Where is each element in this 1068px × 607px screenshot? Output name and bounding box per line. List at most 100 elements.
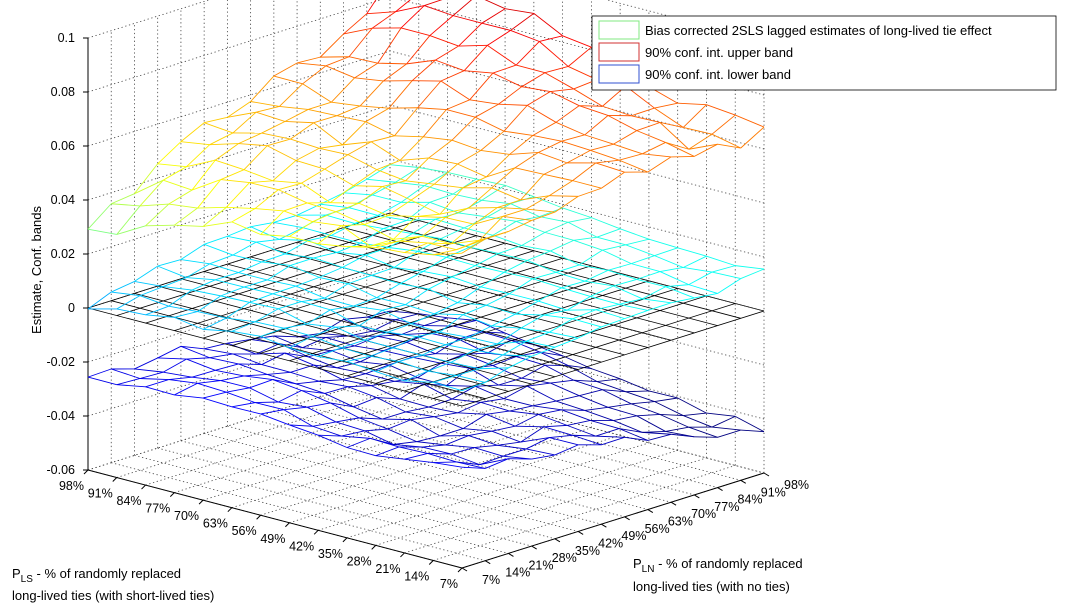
- mesh-edge: [590, 420, 620, 430]
- mesh-edge: [457, 150, 481, 165]
- mesh-edge: [510, 29, 540, 42]
- zero-plane: [87, 212, 765, 407]
- mesh-edge: [579, 264, 609, 271]
- mesh-edge: [607, 406, 637, 417]
- mesh-edge: [445, 344, 475, 351]
- mesh-edge: [474, 447, 504, 457]
- mesh-edge: [410, 313, 435, 325]
- mesh-edge: [665, 141, 689, 150]
- mesh-edge: [290, 257, 314, 266]
- mesh-edge: [174, 224, 204, 227]
- mesh-edge: [393, 441, 417, 445]
- mesh-edge: [227, 101, 251, 118]
- legend-box: [591, 15, 1057, 91]
- mesh-edge: [186, 277, 216, 281]
- mesh-edge: [145, 314, 175, 318]
- mesh-edge: [654, 247, 678, 257]
- mesh-edge: [406, 341, 436, 355]
- mesh-edge: [180, 345, 205, 350]
- mesh-edge: [624, 436, 648, 441]
- mesh-edge: [243, 286, 273, 295]
- mesh-edge: [595, 435, 625, 438]
- y-tick-mark: [601, 523, 607, 528]
- mesh-edge: [647, 433, 672, 441]
- mesh-edge: [289, 335, 313, 349]
- mesh-edge: [134, 265, 158, 282]
- mesh-edge: [174, 316, 204, 330]
- x-axis-label-sub: LS: [21, 574, 34, 585]
- mesh-edge: [446, 246, 470, 258]
- mesh-edge: [543, 173, 573, 182]
- mesh-edge: [231, 402, 256, 408]
- mesh-edge: [464, 70, 493, 74]
- mesh-edge: [134, 280, 164, 287]
- mesh-edge: [527, 382, 551, 387]
- x-tick-mark: [371, 545, 377, 550]
- mesh-edge: [250, 101, 280, 107]
- x-tick-label: 42%: [289, 539, 314, 553]
- mesh-edge: [243, 375, 273, 381]
- mesh-edge: [295, 147, 320, 161]
- mesh-edge: [516, 64, 546, 74]
- mesh-edge: [451, 276, 481, 288]
- x-tick-mark: [169, 492, 175, 497]
- mesh-edge: [376, 297, 406, 306]
- mesh-edge: [654, 401, 684, 416]
- mesh-edge: [595, 162, 625, 173]
- mesh-edge: [232, 254, 262, 263]
- mesh-edge: [399, 157, 429, 161]
- mesh-edge: [497, 441, 521, 446]
- mesh-edge: [677, 102, 707, 106]
- mesh-edge: [497, 327, 521, 345]
- mesh-edge: [353, 185, 383, 187]
- mesh-edge: [492, 64, 517, 74]
- mesh-edge: [202, 397, 232, 408]
- mesh-edge: [435, 218, 465, 229]
- mesh-edge: [157, 141, 182, 165]
- mesh-edge: [302, 65, 327, 85]
- mesh-edge: [376, 397, 406, 413]
- mesh-edge: [168, 189, 193, 205]
- mesh-edge: [461, 381, 486, 392]
- mesh-edge: [659, 414, 689, 428]
- mesh-edge: [360, 105, 389, 109]
- mesh-edge: [491, 425, 516, 432]
- mesh-edge: [514, 167, 544, 175]
- mesh-edge: [532, 121, 557, 136]
- mesh-edge: [595, 159, 620, 164]
- mesh-edge: [387, 215, 417, 217]
- mesh-edge: [272, 160, 297, 182]
- mesh-edge: [191, 376, 221, 382]
- mesh-edge: [526, 208, 555, 213]
- mesh-edge: [446, 367, 470, 386]
- mesh-edge: [336, 251, 366, 256]
- mesh-edge: [659, 122, 684, 128]
- mesh-edge: [411, 59, 436, 82]
- mesh-edge: [254, 308, 279, 323]
- mesh-edge: [284, 121, 314, 124]
- zero-plane-line: [250, 256, 625, 356]
- mesh-edge: [267, 279, 297, 287]
- mesh-edge: [607, 403, 632, 408]
- mesh-edge: [591, 217, 621, 230]
- mesh-edge: [330, 185, 354, 204]
- mesh-edge: [318, 356, 347, 362]
- mesh-edge: [543, 314, 573, 320]
- x-tick-label: 98%: [59, 479, 84, 493]
- mesh-edge: [429, 193, 454, 203]
- mesh-edge: [163, 166, 187, 181]
- mesh-edge: [456, 368, 480, 376]
- mesh-edge: [567, 221, 598, 238]
- mesh-edge: [405, 180, 435, 185]
- mesh-edge: [549, 331, 579, 339]
- mesh-edge: [227, 111, 257, 118]
- mesh-edge: [283, 406, 308, 411]
- mesh-edge: [215, 369, 245, 377]
- mesh-edge: [231, 406, 261, 415]
- mesh-edge: [584, 134, 614, 145]
- mesh-edge: [255, 241, 286, 255]
- mesh-edge: [427, 453, 457, 463]
- mesh-edge: [312, 421, 336, 427]
- mesh-edge: [636, 122, 661, 132]
- mesh-edge: [706, 412, 736, 417]
